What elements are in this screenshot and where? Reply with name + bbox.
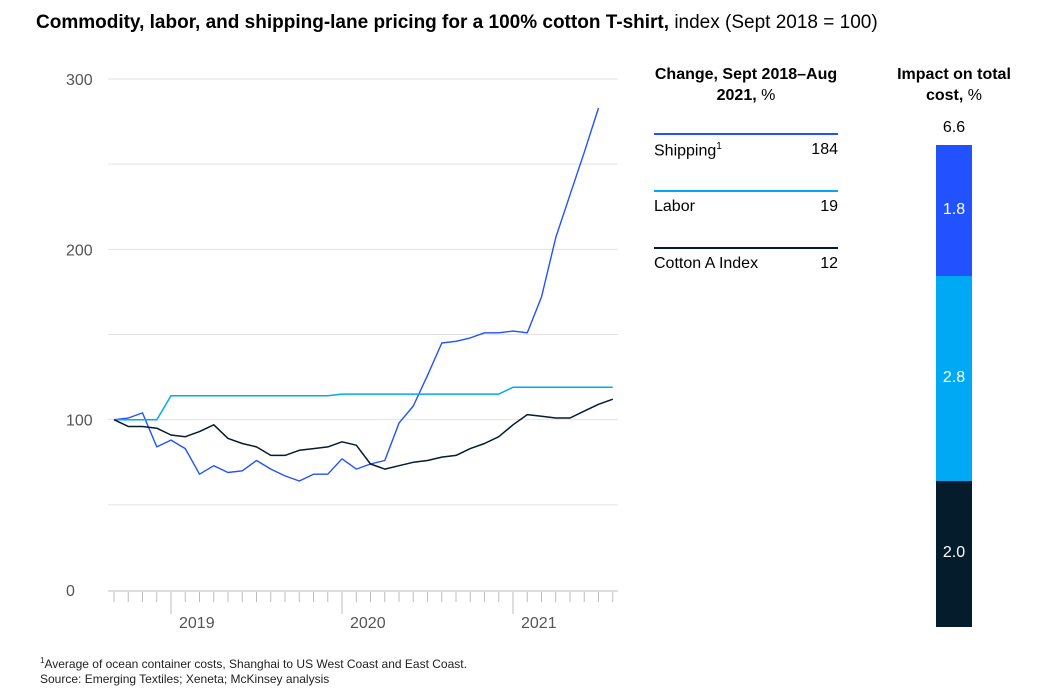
impact-bar-labor <box>936 276 972 481</box>
legend-header-unit: % <box>761 87 776 104</box>
series-line-labor <box>114 386 613 421</box>
legend-header-bold: Change, Sept 2018–Aug 2021, <box>654 66 838 104</box>
legend-header: Change, Sept 2018–Aug 2021, % <box>640 64 852 106</box>
series-line-shipping <box>113 107 600 482</box>
source-note: Source: Emerging Textiles; Xeneta; McKin… <box>40 672 330 686</box>
x-tick-label: 2019 <box>179 615 215 632</box>
impact-label-cotton: 2.0 <box>942 543 966 561</box>
impact-header: Impact on total cost, % <box>892 64 1016 106</box>
legend-value-cotton: 12 <box>820 255 838 272</box>
y-tick-label: 300 <box>66 72 93 89</box>
x-tick-label: 2021 <box>521 615 557 632</box>
legend-label-cotton: Cotton A Index <box>654 255 759 272</box>
impact-label-shipping: 1.8 <box>942 200 966 218</box>
chart-title-unit: index (Sept 2018 = 100) <box>674 12 878 33</box>
legend-line-labor <box>654 190 838 192</box>
y-tick-label: 100 <box>66 413 93 430</box>
impact-bar-cotton <box>936 480 972 627</box>
y-tick-label: 0 <box>66 583 75 600</box>
impact-bar-shipping <box>936 145 972 277</box>
legend-value-shipping: 184 <box>811 141 838 158</box>
impact-label-labor: 2.8 <box>942 368 966 386</box>
impact-total: 6.6 <box>942 119 966 136</box>
footnote: 1Average of ocean container costs, Shang… <box>40 656 467 671</box>
legend-label-labor: Labor <box>654 198 695 215</box>
chart-title: Commodity, labor, and shipping-lane pric… <box>36 12 878 34</box>
chart-title-bold: Commodity, labor, and shipping-lane pric… <box>36 12 670 33</box>
y-tick-label: 200 <box>66 242 93 259</box>
series-line-cotton-a-index <box>113 398 614 470</box>
x-tick-label: 2020 <box>350 615 386 632</box>
legend-value-labor: 19 <box>820 198 838 215</box>
impact-header-unit: % <box>967 87 983 104</box>
legend-line-shipping <box>654 133 838 135</box>
legend-line-cotton <box>654 247 838 249</box>
legend-label-shipping: Shipping1 <box>654 141 722 160</box>
impact-header-bold: Impact on total cost, <box>897 66 1011 104</box>
